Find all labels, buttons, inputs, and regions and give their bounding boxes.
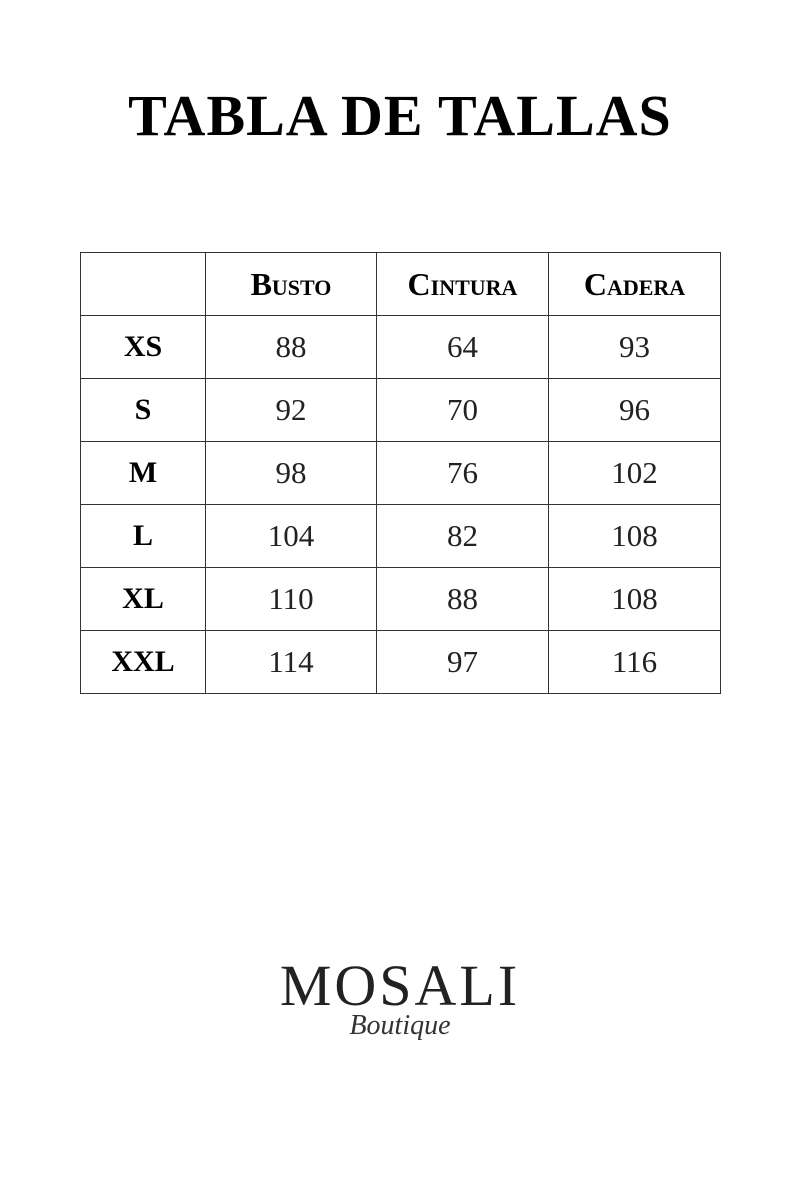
size-cell: L <box>80 504 206 568</box>
cintura-cell: 88 <box>376 567 549 631</box>
cintura-cell: 76 <box>376 441 549 505</box>
busto-cell: 98 <box>205 441 377 505</box>
page-title: TABLA DE TALLAS <box>128 83 672 148</box>
cintura-cell: 70 <box>376 378 549 442</box>
header-empty <box>80 252 206 316</box>
table-row: S 92 70 96 <box>80 378 721 442</box>
size-cell: S <box>80 378 206 442</box>
cadera-cell: 116 <box>548 630 721 694</box>
size-cell: XL <box>80 567 206 631</box>
table-header-row: Busto Cintura Cadera <box>80 252 721 316</box>
busto-cell: 104 <box>205 504 377 568</box>
busto-cell: 88 <box>205 315 377 379</box>
cintura-cell: 82 <box>376 504 549 568</box>
table-row: XL 110 88 108 <box>80 567 721 631</box>
header-cadera: Cadera <box>548 252 721 316</box>
brand-logo-subtitle: Boutique <box>349 1010 451 1041</box>
size-cell: XS <box>80 315 206 379</box>
cadera-cell: 93 <box>548 315 721 379</box>
cadera-cell: 108 <box>548 504 721 568</box>
size-cell: M <box>80 441 206 505</box>
table-row: XXL 114 97 116 <box>80 630 721 694</box>
busto-cell: 92 <box>205 378 377 442</box>
header-busto: Busto <box>205 252 377 316</box>
table-row: XS 88 64 93 <box>80 315 721 379</box>
busto-cell: 110 <box>205 567 377 631</box>
table-row: L 104 82 108 <box>80 504 721 568</box>
header-cintura: Cintura <box>376 252 549 316</box>
table-row: M 98 76 102 <box>80 441 721 505</box>
cintura-cell: 97 <box>376 630 549 694</box>
busto-cell: 114 <box>205 630 377 694</box>
cadera-cell: 102 <box>548 441 721 505</box>
brand-logo-name: MOSALI <box>279 953 521 1018</box>
size-table: Busto Cintura Cadera XS 88 64 93 S 92 70 96 M 98 7… <box>80 252 721 694</box>
cadera-cell: 96 <box>548 378 721 442</box>
cadera-cell: 108 <box>548 567 721 631</box>
cintura-cell: 64 <box>376 315 549 379</box>
size-cell: XXL <box>80 630 206 694</box>
